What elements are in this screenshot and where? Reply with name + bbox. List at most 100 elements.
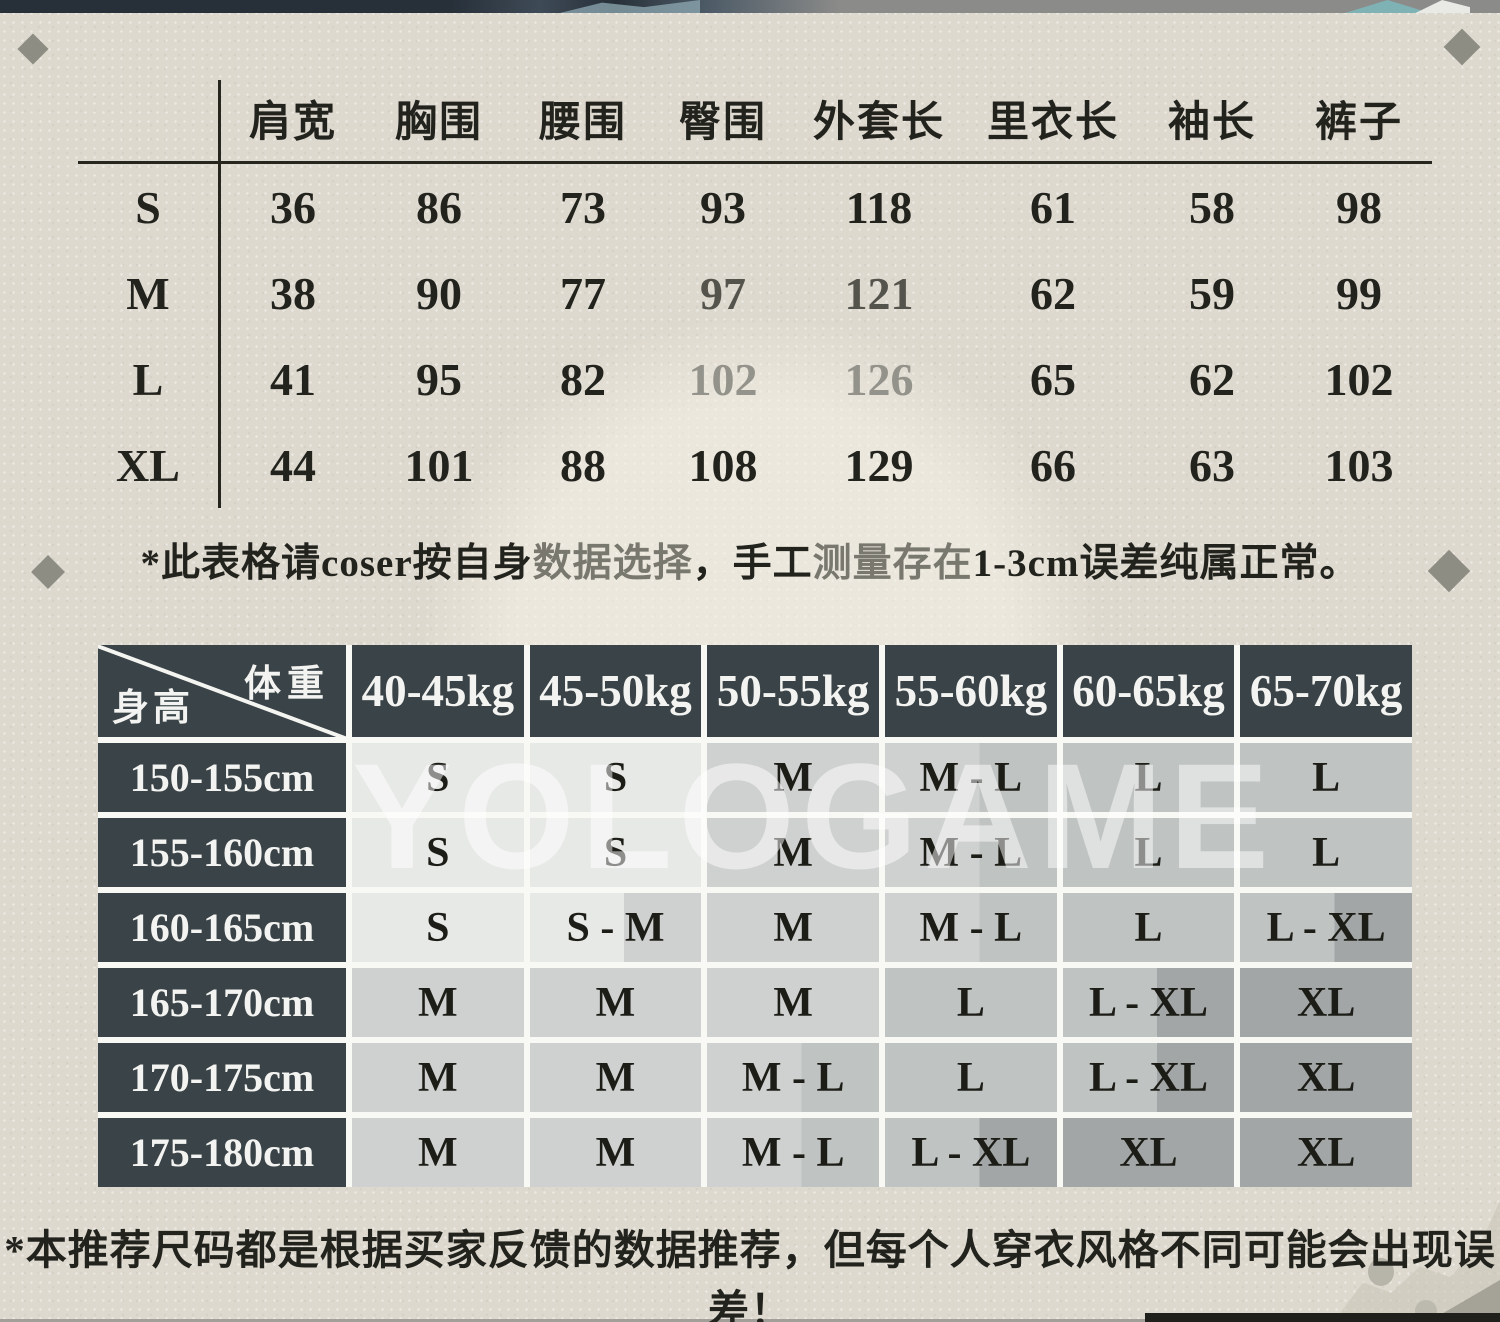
measure-column-header: 袖长 (1138, 76, 1286, 164)
size-cell: XL (1240, 1118, 1412, 1187)
weight-header-cell: 55-60kg (885, 645, 1057, 737)
size-cell: L - XL (885, 1118, 1057, 1187)
note-segment: *此表格请coser按自身 (140, 542, 533, 585)
measure-row-size: XL (116, 439, 180, 491)
height-label-cell: 150-155cm (98, 743, 346, 812)
size-cell: L - XL (1062, 968, 1235, 1037)
size-cell: L (1062, 893, 1235, 962)
measure-value: 41 (270, 353, 316, 405)
measure-table-divider-line (218, 80, 221, 508)
note-segment: 数据选择 (532, 542, 693, 585)
size-cell: M (707, 743, 879, 812)
measure-value: 88 (560, 439, 606, 491)
size-cell: M (707, 818, 879, 887)
measure-value: 66 (1030, 439, 1076, 491)
measure-value: 36 (270, 181, 316, 233)
size-table-note: *本推荐尺码都是根据买家反馈的数据推荐，但每个人穿衣风格不同可能会出现误差！ (4, 1227, 1496, 1322)
size-cell: XL (1240, 968, 1412, 1037)
weight-header-cell: 60-65kg (1062, 645, 1235, 737)
measure-column-header: 臀围 (656, 76, 790, 164)
measure-value: 59 (1189, 267, 1235, 319)
size-cell: M - L (707, 1043, 879, 1112)
banner-blue-shape (560, 0, 700, 13)
size-cell: M - L (885, 743, 1057, 812)
height-label-cell: 175-180cm (98, 1118, 346, 1187)
measure-value: 102 (688, 353, 758, 405)
measure-value: 62 (1030, 267, 1076, 319)
measure-value: 73 (560, 181, 606, 233)
note-segment: ，手工 (692, 542, 813, 585)
measure-column-header: 腰围 (510, 76, 656, 164)
size-cell: M (529, 968, 702, 1037)
measure-value: 65 (1030, 353, 1076, 405)
measure-value: 129 (844, 439, 914, 491)
size-cell: M - L (885, 818, 1057, 887)
measure-value: 61 (1030, 181, 1076, 233)
measure-value: 90 (416, 267, 462, 319)
measure-value: 82 (560, 353, 606, 405)
size-cell: M - L (707, 1118, 879, 1187)
height-axis-label: 身高 (112, 688, 194, 729)
measure-table-note: *此表格请coser按自身数据选择，手工测量存在1-3cm误差纯属正常。 (0, 532, 1500, 588)
size-cell: L (885, 968, 1057, 1037)
size-cell: M (529, 1043, 702, 1112)
diamond-ornament (1443, 28, 1481, 66)
measure-value: 98 (1336, 181, 1382, 233)
measure-value: 58 (1189, 181, 1235, 233)
weight-header-cell: 40-45kg (352, 645, 524, 737)
note-segment: 1-3cm误差纯属正常。 (972, 542, 1360, 585)
measure-corner-blank (78, 76, 218, 164)
size-cell: S (352, 893, 524, 962)
diamond-ornament (17, 33, 49, 65)
size-cell: L - XL (1240, 893, 1412, 962)
height-label-cell: 160-165cm (98, 893, 346, 962)
size-cell: S (529, 818, 702, 887)
top-banner-strip (0, 0, 1500, 13)
measure-value: 38 (270, 267, 316, 319)
measure-column-header: 裤子 (1286, 76, 1432, 164)
measure-value: 121 (844, 267, 914, 319)
size-cell: S (352, 818, 524, 887)
weight-axis-label: 体重 (244, 664, 330, 705)
size-cell: M (352, 1043, 524, 1112)
size-cell: L (885, 1043, 1057, 1112)
bottom-edge-line (0, 1319, 1500, 1322)
size-cell: L (1062, 743, 1235, 812)
size-cell: XL (1062, 1118, 1235, 1187)
measure-column-header: 外套长 (790, 76, 968, 164)
size-cell: XL (1240, 1043, 1412, 1112)
size-cell: S - M (529, 893, 702, 962)
size-cell: M - L (885, 893, 1057, 962)
measure-value: 86 (416, 181, 462, 233)
size-cell: S (352, 743, 524, 812)
measure-value: 63 (1189, 439, 1235, 491)
measure-column-header: 肩宽 (218, 76, 368, 164)
measure-value: 103 (1324, 439, 1394, 491)
measure-value: 99 (1336, 267, 1382, 319)
matrix-corner-cell: 体重 身高 (98, 645, 346, 737)
measure-column-header: 里衣长 (968, 76, 1138, 164)
size-cell: M (352, 968, 524, 1037)
paper-speck (1368, 1258, 1394, 1286)
measure-row-size: S (135, 181, 161, 233)
height-label-cell: 170-175cm (98, 1043, 346, 1112)
size-cell: M (352, 1118, 524, 1187)
size-cell: M (529, 1118, 702, 1187)
banner-teal-shape (1345, 0, 1430, 13)
size-cell: M (707, 968, 879, 1037)
weight-header-cell: 65-70kg (1240, 645, 1412, 737)
size-recommendation-table: 体重 身高 40-45kg 45-50kg 50-55kg 55-60kg 60-65k… (98, 645, 1412, 1187)
measure-value: 97 (700, 267, 746, 319)
measure-value: 95 (416, 353, 462, 405)
bottom-dark-strip (1145, 1313, 1500, 1322)
measure-value: 101 (404, 439, 474, 491)
measure-value: 93 (700, 181, 746, 233)
note-segment: 测量存在 (812, 542, 973, 585)
weight-header-cell: 45-50kg (529, 645, 702, 737)
size-cell: M (707, 893, 879, 962)
size-cell: L - XL (1062, 1043, 1235, 1112)
size-cell: L (1062, 818, 1235, 887)
measure-row-size: L (132, 353, 164, 405)
size-cell: L (1240, 743, 1412, 812)
